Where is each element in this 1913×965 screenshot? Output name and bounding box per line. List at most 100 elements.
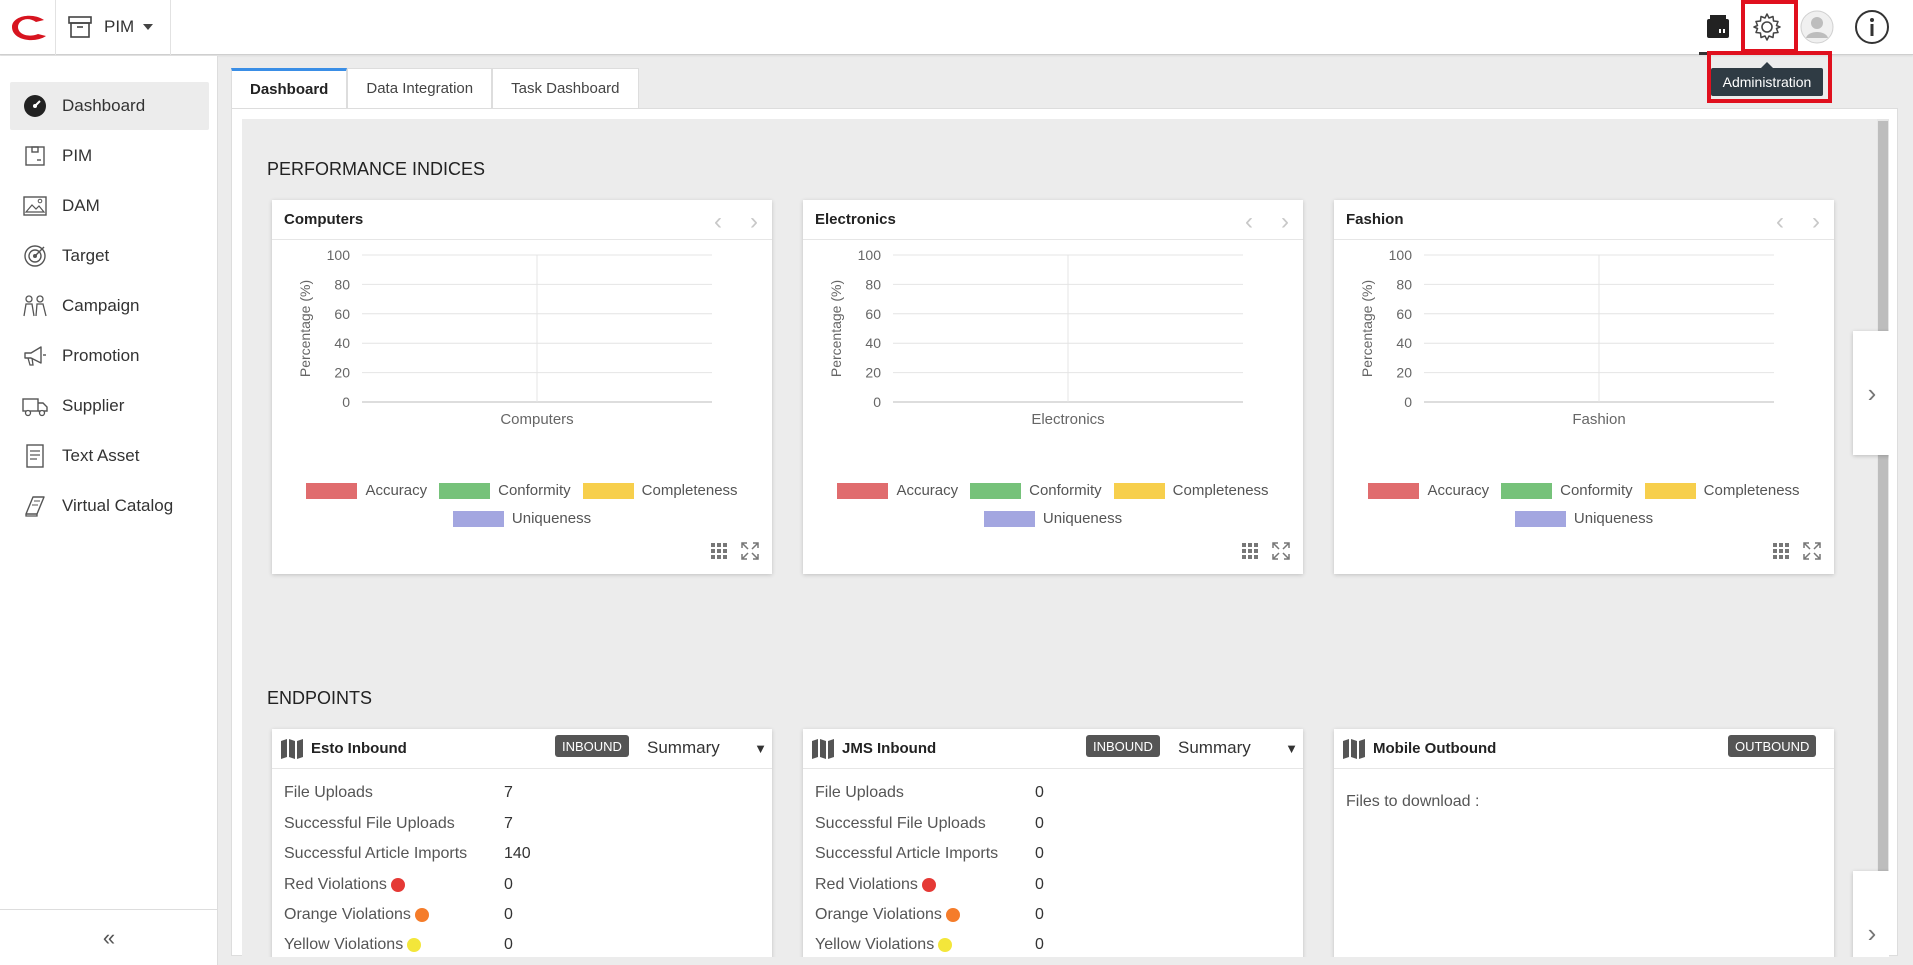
expand-icon[interactable] [1272,542,1290,560]
chevron-left-icon[interactable]: ‹ [1776,208,1784,235]
tab-bar: Dashboard Data Integration Task Dashboar… [231,68,639,108]
legend-label: Accuracy [1427,482,1490,499]
chart-legend-row-2: Uniqueness [272,510,772,527]
card-title: Computers [284,211,364,228]
sidebar-item-pim[interactable]: PIM [10,132,209,180]
tab-data-integration[interactable]: Data Integration [347,68,493,108]
grid-icon[interactable] [710,542,728,560]
legend-uniqueness[interactable]: Uniqueness [1514,510,1654,527]
sidebar-item-label: Campaign [62,296,140,315]
stat-label: Successful Article Imports [284,845,468,862]
chart-fashion: 0 20 40 60 80 100 Percentage (%) Fashion [1359,247,1774,428]
user-avatar-icon[interactable] [1798,8,1836,46]
sidebar-item-supplier[interactable]: Supplier [10,382,209,430]
legend-uniqueness[interactable]: Uniqueness [983,510,1122,527]
card-title: JMS Inbound [842,740,937,757]
chevron-right-icon: › [1867,917,1877,948]
y-tick-label: 100 [327,247,351,263]
next-page-button[interactable]: › [1853,331,1889,455]
logo-icon[interactable] [6,10,50,44]
legend-swatch [306,482,358,499]
endpoints-title: ENDPOINTS [267,688,373,708]
legend-completeness[interactable]: Completeness [1644,482,1800,499]
legend-swatch [439,482,491,499]
next-page-button[interactable]: › [1853,871,1889,957]
chart-legend-row-2: Uniqueness [803,510,1303,527]
stat-label: Yellow Violations [284,936,422,954]
truck-icon [22,393,48,419]
sidebar-item-dashboard[interactable]: Dashboard [10,82,209,130]
grid-icon[interactable] [1772,542,1790,560]
chevron-right-icon[interactable]: › [1281,208,1289,235]
dashboard-content: PERFORMANCE INDICES Computers ‹ › 0 20 40 6… [231,108,1898,957]
legend-swatch [970,482,1022,499]
y-tick-label: 40 [1396,335,1412,351]
orange-status-dot [414,908,429,922]
collapse-sidebar-button[interactable]: « [0,909,218,965]
sidebar-item-label: Target [62,246,110,265]
y-tick-label: 80 [1396,276,1412,292]
performance-indices-title: PERFORMANCE INDICES [267,159,486,179]
scrollbar[interactable] [1877,119,1889,957]
stat-label: Yellow Violations [815,936,953,954]
endpoint-card: Esto Inbound INBOUND Summary ▼ File Uploa… [272,729,772,957]
legend-accuracy[interactable]: Accuracy [1368,482,1489,499]
legend-label: Completeness [641,482,738,499]
stat-label: Orange Violations [815,906,960,924]
info-icon[interactable] [1853,8,1891,46]
legend-conformity[interactable]: Conformity [439,482,571,499]
sidebar-item-campaign[interactable]: Campaign [10,282,209,330]
stat-value: 0 [504,906,513,923]
summary-select[interactable]: Summary ▼ [1178,735,1298,761]
sidebar-item-promotion[interactable]: Promotion [10,332,209,380]
map-icon [1343,738,1365,759]
legend-conformity[interactable]: Conformity [970,482,1102,499]
chevron-left-icon[interactable]: ‹ [1245,208,1253,235]
cart-icon[interactable] [1699,8,1737,55]
tab-dashboard[interactable]: Dashboard [231,68,348,108]
grid-icon[interactable] [1241,542,1259,560]
module-label: PIM [104,17,135,36]
legend-accuracy[interactable]: Accuracy [837,482,958,499]
scrollbar-thumb[interactable] [1878,121,1888,955]
legend-swatch [1514,510,1566,527]
summary-select[interactable]: Summary ▼ [647,735,767,761]
legend-accuracy[interactable]: Accuracy [306,482,427,499]
yellow-status-dot [407,938,422,952]
legend-conformity[interactable]: Conformity [1501,482,1633,499]
sidebar-item-dam[interactable]: DAM [10,182,209,230]
sidebar-item-virtual-catalog[interactable]: Virtual Catalog [10,482,209,530]
stat-value: 7 [504,784,513,801]
legend-completeness[interactable]: Completeness [582,482,738,499]
tab-task-dashboard[interactable]: Task Dashboard [492,68,639,108]
sidebar-item-text-asset[interactable]: Text Asset [10,432,209,480]
map-icon [281,738,303,759]
expand-icon[interactable] [741,542,759,560]
chart-legend-row-1: Accuracy Conformity Completeness [1334,482,1834,499]
sidebar-item-label: Supplier [62,396,125,415]
y-tick-label: 80 [334,276,350,292]
stat-label: Successful File Uploads [815,815,986,832]
legend-uniqueness[interactable]: Uniqueness [452,510,591,527]
legend-swatch [582,482,634,499]
legend-label: Conformity [498,482,571,499]
legend-completeness[interactable]: Completeness [1113,482,1269,499]
sidebar-item-target[interactable]: Target [10,232,209,280]
legend-swatch [1501,482,1553,499]
y-tick-label: 100 [1389,247,1413,263]
select-value: Summary [1178,738,1251,757]
gear-icon[interactable] [1748,8,1786,46]
y-tick-label: 60 [1396,306,1412,322]
legend-label: Completeness [1703,482,1800,499]
legend-label: Uniqueness [1573,510,1654,527]
chevron-right-icon[interactable]: › [750,208,758,235]
expand-icon[interactable] [1803,542,1821,560]
chevron-right-icon[interactable]: › [1812,208,1820,235]
card-header: Esto Inbound INBOUND Summary ▼ [272,729,772,769]
module-switcher[interactable]: PIM [68,12,154,42]
sidebar-item-label: Virtual Catalog [62,496,174,515]
legend-swatch [1368,482,1420,499]
legend-swatch [1644,482,1696,499]
book-icon [22,493,48,519]
chevron-left-icon[interactable]: ‹ [714,208,722,235]
